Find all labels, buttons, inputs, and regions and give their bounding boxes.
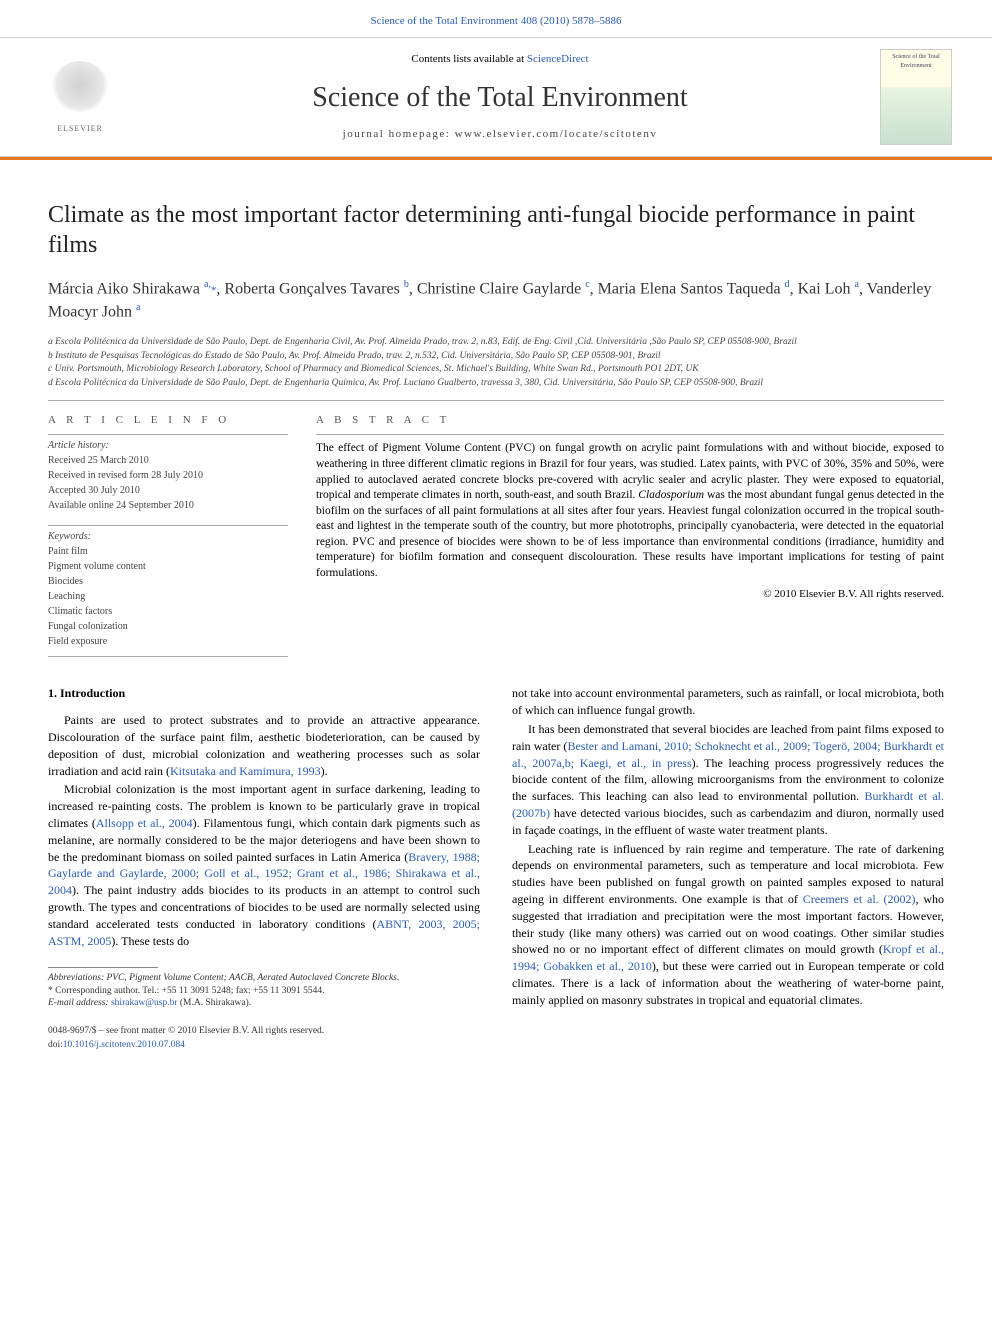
- keyword: Field exposure: [48, 635, 288, 649]
- keywords-label: Keywords:: [48, 531, 91, 542]
- keyword: Fungal colonization: [48, 620, 288, 634]
- cover-title: Science of the Total Environment: [884, 53, 948, 70]
- paragraph: Leaching rate is influenced by rain regi…: [512, 841, 944, 1009]
- affiliation: a Escola Politécnica da Universidade de …: [48, 336, 944, 349]
- homepage-url[interactable]: www.elsevier.com/locate/scitotenv: [455, 128, 658, 140]
- affiliation: c Univ. Portsmouth, Microbiology Researc…: [48, 363, 944, 376]
- history-line: Available online 24 September 2010: [48, 499, 288, 513]
- right-column: not take into account environmental para…: [512, 685, 944, 1052]
- elsevier-label: ELSEVIER: [57, 123, 103, 134]
- section-heading: 1. Introduction: [48, 685, 480, 702]
- abstract-copyright: © 2010 Elsevier B.V. All rights reserved…: [316, 587, 944, 602]
- left-column: 1. Introduction Paints are used to prote…: [48, 685, 480, 1052]
- author-list: Márcia Aiko Shirakawa a,*, Roberta Gonça…: [48, 278, 944, 323]
- front-matter-line: 0048-9697/$ – see front matter © 2010 El…: [48, 1025, 480, 1038]
- keywords-block: Keywords: Paint film Pigment volume cont…: [48, 525, 288, 657]
- paragraph: It has been demonstrated that several bi…: [512, 721, 944, 839]
- sciencedirect-link[interactable]: ScienceDirect: [527, 53, 589, 65]
- abstract-body: The effect of Pigment Volume Content (PV…: [316, 442, 944, 578]
- article-title: Climate as the most important factor det…: [48, 200, 944, 260]
- abbreviations: Abbreviations: PVC, Pigment Volume Conte…: [48, 973, 399, 983]
- history-line: Accepted 30 July 2010: [48, 484, 288, 498]
- header-center: Contents lists available at ScienceDirec…: [120, 52, 880, 142]
- elsevier-logo: ELSEVIER: [40, 52, 120, 142]
- affiliation: d Escola Politécnica da Universidade de …: [48, 377, 944, 390]
- email-label: E-mail address:: [48, 998, 111, 1008]
- article-history: Article history: Received 25 March 2010 …: [48, 434, 288, 513]
- footnote-divider: [48, 967, 158, 968]
- paragraph: Microbial colonization is the most impor…: [48, 781, 480, 949]
- keyword: Biocides: [48, 575, 288, 589]
- keyword: Leaching: [48, 590, 288, 604]
- history-line: Received 25 March 2010: [48, 454, 288, 468]
- bottom-meta: 0048-9697/$ – see front matter © 2010 El…: [48, 1025, 480, 1052]
- journal-title: Science of the Total Environment: [120, 78, 880, 117]
- keyword: Pigment volume content: [48, 560, 288, 574]
- history-label: Article history:: [48, 440, 109, 451]
- affiliations: a Escola Politécnica da Universidade de …: [48, 336, 944, 390]
- contents-prefix: Contents lists available at: [411, 53, 526, 65]
- paragraph: not take into account environmental para…: [512, 685, 944, 719]
- paragraph: Paints are used to protect substrates an…: [48, 712, 480, 779]
- email-link[interactable]: shirakaw@usp.br: [111, 998, 178, 1008]
- article-info-col: A R T I C L E I N F O Article history: R…: [48, 413, 288, 657]
- elsevier-tree-icon: [50, 61, 110, 121]
- footnotes: Abbreviations: PVC, Pigment Volume Conte…: [48, 972, 480, 1009]
- journal-cover-thumb: Science of the Total Environment: [880, 49, 952, 145]
- contents-line: Contents lists available at ScienceDirec…: [120, 52, 880, 67]
- article-info-heading: A R T I C L E I N F O: [48, 413, 288, 428]
- journal-homepage: journal homepage: www.elsevier.com/locat…: [120, 127, 880, 142]
- abstract-col: A B S T R A C T The effect of Pigment Vo…: [316, 413, 944, 657]
- keyword: Climatic factors: [48, 605, 288, 619]
- homepage-prefix: journal homepage:: [343, 128, 455, 140]
- history-line: Received in revised form 28 July 2010: [48, 469, 288, 483]
- abstract-text: The effect of Pigment Volume Content (PV…: [316, 434, 944, 601]
- keyword: Paint film: [48, 545, 288, 559]
- divider: [48, 400, 944, 401]
- journal-header: ELSEVIER Contents lists available at Sci…: [0, 37, 992, 157]
- corresponding-author: * Corresponding author. Tel.: +55 11 309…: [48, 985, 480, 997]
- email-suffix: (M.A. Shirakawa).: [178, 998, 252, 1008]
- doi-link[interactable]: 10.1016/j.scitotenv.2010.07.084: [63, 1040, 185, 1050]
- abstract-heading: A B S T R A C T: [316, 413, 944, 428]
- affiliation: b Instituto de Pesquisas Tecnológicas do…: [48, 350, 944, 363]
- journal-citation[interactable]: Science of the Total Environment 408 (20…: [0, 0, 992, 37]
- doi-prefix: doi:: [48, 1040, 63, 1050]
